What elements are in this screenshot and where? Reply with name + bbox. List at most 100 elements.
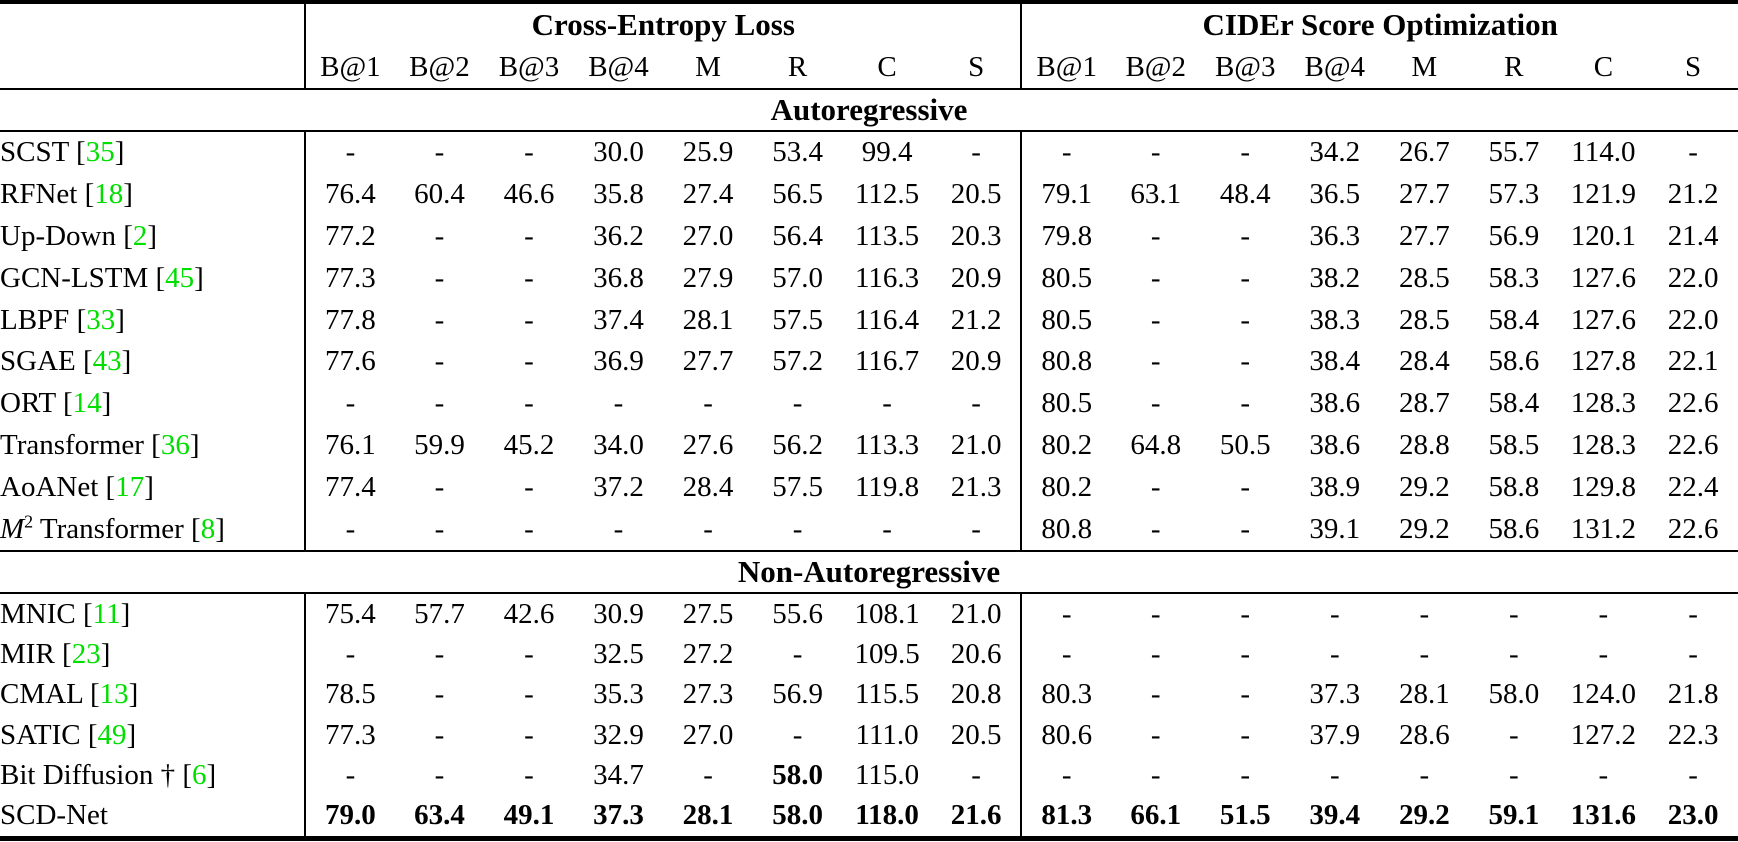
- method-cell: LBPF [33]: [0, 303, 125, 336]
- citation-link[interactable]: 13: [99, 678, 129, 711]
- value-cell: 37.3: [593, 799, 644, 832]
- value-cell: 80.5: [1020, 257, 1111, 300]
- value-cell: -: [1020, 755, 1111, 796]
- citation-link[interactable]: 2: [132, 219, 148, 252]
- value-cell: 127.2: [1570, 718, 1636, 751]
- value-cell: 80.5: [1020, 382, 1111, 425]
- citation-link[interactable]: 6: [192, 758, 207, 791]
- value-cell: 38.6: [1309, 387, 1361, 420]
- value-cell: 55.7: [1488, 136, 1540, 169]
- value-cell: 113.5: [855, 219, 920, 252]
- method-cell: M2 Transformer [8]: [0, 510, 225, 545]
- value-cell: -: [792, 718, 803, 751]
- metric-header: R: [752, 46, 843, 90]
- value-cell: 29.2: [1398, 799, 1450, 832]
- value-cell: -: [1020, 634, 1111, 675]
- table-row: SGAE [43] 77.6 - - 36.9 27.7 57.2 116.7 20.9 80.8…: [0, 340, 1738, 383]
- value-cell: 56.4: [772, 219, 823, 252]
- value-cell: 21.3: [950, 470, 1002, 503]
- value-cell: 37.9: [1309, 718, 1361, 751]
- value-cell: 79.0: [304, 795, 395, 839]
- value-cell: 58.6: [1488, 345, 1540, 378]
- method-cell: SCD-Net: [0, 799, 108, 832]
- value-cell: -: [1240, 470, 1251, 503]
- column-group-header-row: Cross-Entropy Loss CIDEr Score Optimizat…: [0, 2, 1738, 46]
- value-cell: 58.0: [1488, 678, 1540, 711]
- citation-link[interactable]: 45: [165, 261, 195, 294]
- value-cell: 120.1: [1570, 219, 1636, 252]
- value-cell: 28.1: [682, 799, 734, 832]
- method-cell: MNIC [11]: [0, 597, 131, 630]
- citation-link[interactable]: 11: [92, 597, 121, 630]
- citation-link[interactable]: 49: [97, 718, 127, 751]
- value-cell: -: [1240, 758, 1251, 791]
- value-cell: 116.4: [855, 303, 920, 336]
- value-cell: -: [882, 512, 892, 545]
- value-cell: -: [1240, 678, 1251, 711]
- citation-link[interactable]: 43: [92, 345, 122, 378]
- value-cell: 56.9: [772, 678, 823, 711]
- value-cell: -: [1020, 592, 1111, 635]
- method-cell: SGAE [43]: [0, 345, 132, 378]
- value-cell: 77.3: [304, 714, 395, 756]
- value-cell: -: [1688, 637, 1698, 670]
- value-cell: 112.5: [855, 178, 920, 211]
- value-cell: 21.0: [950, 597, 1002, 630]
- metric-header-row: B@1 B@2 B@3 B@4 M R C S B@1 B@2 B@3 B@4 M R C S: [0, 46, 1738, 90]
- citation-link[interactable]: 14: [72, 387, 102, 420]
- value-cell: -: [524, 219, 534, 252]
- method-cell: MIR [23]: [0, 637, 111, 670]
- metric-header: S: [931, 46, 1022, 90]
- value-cell: 27.7: [1398, 219, 1450, 252]
- value-cell: 39.4: [1309, 799, 1361, 832]
- value-cell: 20.9: [950, 261, 1002, 294]
- value-cell: -: [1240, 136, 1251, 169]
- method-cell: GCN-LSTM [45]: [0, 261, 204, 294]
- value-cell: 127.8: [1570, 345, 1636, 378]
- value-cell: 81.3: [1020, 795, 1111, 839]
- citation-link[interactable]: 33: [86, 303, 116, 336]
- value-cell: 20.9: [950, 345, 1002, 378]
- value-cell: 25.9: [682, 136, 734, 169]
- value-cell: 21.2: [950, 303, 1002, 336]
- value-cell: 38.6: [1309, 428, 1361, 461]
- value-cell: 76.1: [304, 424, 395, 467]
- value-cell: 27.9: [682, 261, 734, 294]
- citation-link[interactable]: 17: [115, 470, 145, 503]
- method-cell: AoANet [17]: [0, 470, 154, 503]
- citation-link[interactable]: 35: [85, 136, 115, 169]
- column-group-cross-entropy: Cross-Entropy Loss: [304, 2, 1022, 46]
- value-cell: -: [524, 136, 534, 169]
- value-cell: 32.9: [593, 718, 644, 751]
- value-cell: -: [1150, 345, 1161, 378]
- citation-link[interactable]: 18: [94, 178, 124, 211]
- table-row: RFNet [18] 76.4 60.4 46.6 35.8 27.4 56.5 112.5 2…: [0, 173, 1738, 216]
- value-cell: 57.7: [414, 597, 465, 630]
- value-cell: 22.4: [1667, 470, 1719, 503]
- value-cell: 77.3: [304, 257, 395, 300]
- value-cell: 57.0: [772, 261, 823, 294]
- value-cell: -: [1419, 637, 1430, 670]
- value-cell: 35.8: [593, 178, 644, 211]
- value-cell: 58.0: [772, 799, 823, 832]
- table-row: CMAL [13] 78.5 - - 35.3 27.3 56.9 115.5 20.8 80.3…: [0, 674, 1738, 715]
- value-cell: 124.0: [1570, 678, 1636, 711]
- method-math-symbol: M: [0, 512, 25, 545]
- citation-link[interactable]: 36: [160, 428, 190, 461]
- value-cell: -: [1509, 718, 1519, 751]
- value-cell: 27.7: [1398, 178, 1450, 211]
- value-cell: 27.0: [682, 219, 734, 252]
- value-cell: -: [1150, 219, 1161, 252]
- citation-link[interactable]: 23: [71, 637, 101, 670]
- value-cell: 56.9: [1488, 219, 1540, 252]
- value-cell: 27.6: [682, 428, 734, 461]
- value-cell: -: [971, 387, 981, 420]
- value-cell: -: [304, 634, 395, 675]
- citation-link[interactable]: 8: [200, 512, 216, 545]
- value-cell: 37.3: [1309, 678, 1361, 711]
- table-row: Up-Down [2] 77.2 - - 36.2 27.0 56.4 113.5 20.3 79…: [0, 215, 1738, 258]
- table-row: LBPF [33] 77.8 - - 37.4 28.1 57.5 116.4 21.2 80.5…: [0, 299, 1738, 341]
- value-cell: 118.0: [855, 799, 919, 832]
- value-cell: 58.4: [1488, 303, 1540, 336]
- value-cell: 79.1: [1020, 173, 1111, 216]
